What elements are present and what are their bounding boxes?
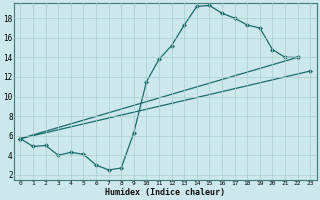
X-axis label: Humidex (Indice chaleur): Humidex (Indice chaleur) (105, 188, 225, 197)
